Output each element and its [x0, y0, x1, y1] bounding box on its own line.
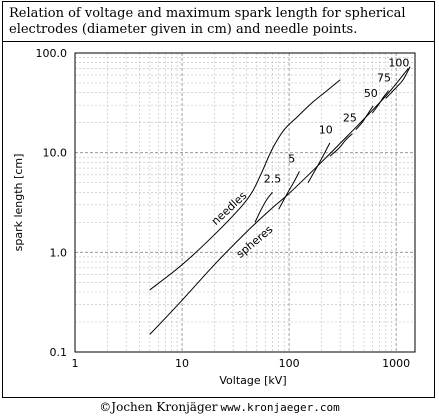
plot-area	[74, 52, 416, 353]
series-line-50	[355, 105, 374, 131]
annotation-50: 50	[364, 87, 378, 100]
series-line-2-5	[254, 191, 273, 223]
credit-line: ©Jochen Kronjäger www.kronjaeger.com	[0, 400, 439, 415]
series-line-75	[372, 90, 389, 114]
annotation-100: 100	[388, 57, 409, 70]
annotation-75: 75	[377, 71, 391, 84]
y-axis-label: spark length [cm]	[12, 154, 25, 252]
annotation-10: 10	[319, 124, 333, 137]
y-tick-label: 1.0	[50, 246, 68, 259]
y-tick-label: 100.0	[36, 47, 68, 60]
annotation-2-5: 2.5	[264, 173, 282, 186]
series-line-100	[385, 66, 411, 99]
series-line-needles	[149, 79, 341, 291]
x-tick-label: 1000	[382, 357, 410, 370]
y-tick-label: 0.1	[50, 346, 68, 359]
series-line-spheres	[149, 68, 409, 335]
x-axis-label: Voltage [kV]	[219, 374, 286, 387]
annotation-25: 25	[343, 112, 357, 125]
series-line-10	[307, 142, 331, 183]
series-line-5	[278, 171, 300, 210]
series-line-25	[329, 133, 353, 157]
figure-frame: Relation of voltage and maximum spark le…	[2, 1, 435, 398]
x-tick-label: 1	[72, 357, 79, 370]
annotation-5: 5	[288, 152, 295, 165]
credit-author: ©Jochen Kronjäger	[99, 400, 218, 414]
chart-svg: 1 10 100 1000 0.1 1.0 10.0 100.0 Voltage [kV] spa…	[12, 47, 416, 387]
y-tick-label: 10.0	[43, 147, 68, 160]
annotation-spheres: spheres	[234, 223, 276, 261]
x-tick-label: 10	[175, 357, 189, 370]
x-tick-label: 100	[279, 357, 300, 370]
credit-url[interactable]: www.kronjaeger.com	[220, 401, 340, 414]
chart-caption: Relation of voltage and maximum spark le…	[3, 2, 434, 42]
annotation-needles: needles	[209, 189, 250, 228]
